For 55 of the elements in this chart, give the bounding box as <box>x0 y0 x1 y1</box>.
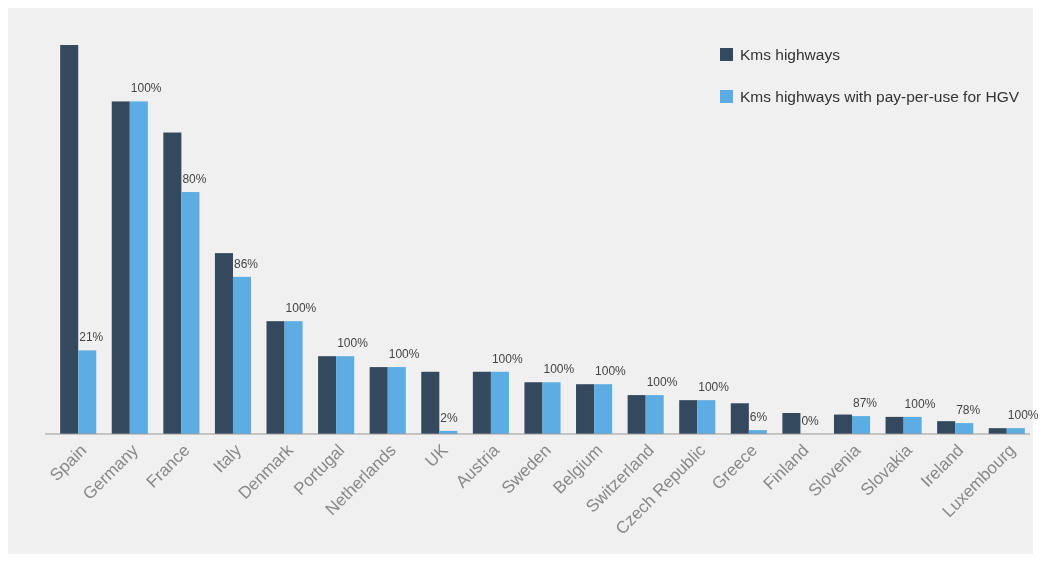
bar <box>645 395 664 434</box>
x-tick-label: UK <box>421 440 452 471</box>
bar <box>697 400 716 434</box>
annotation: 0% <box>801 414 820 428</box>
bar <box>576 384 595 434</box>
annotation: 80% <box>182 172 207 187</box>
bar <box>594 384 613 434</box>
annotation: 100% <box>698 380 730 395</box>
bar <box>421 371 440 434</box>
annotation: 100% <box>543 362 575 377</box>
bar <box>181 192 200 434</box>
bar <box>524 382 543 434</box>
bar <box>490 371 509 434</box>
bar <box>955 423 974 434</box>
bar <box>232 276 252 434</box>
annotation: 21% <box>79 330 104 345</box>
bar <box>679 400 698 434</box>
legend-label: Kms highways <box>740 46 841 63</box>
bar <box>542 382 561 434</box>
annotation: 100% <box>388 347 420 362</box>
bar <box>627 395 646 434</box>
bar <box>266 321 285 434</box>
annotation: 100% <box>130 81 162 96</box>
bar <box>833 414 853 434</box>
bar <box>387 367 406 434</box>
legend-label: Kms highways with pay-per-use for HGV <box>740 88 1020 105</box>
bar <box>369 367 388 434</box>
bar <box>163 132 182 434</box>
bar <box>284 321 303 434</box>
bar <box>111 101 130 434</box>
annotation: 100% <box>337 336 369 351</box>
bar <box>937 421 956 434</box>
bar <box>318 356 337 434</box>
bar <box>214 253 233 434</box>
bar <box>78 350 97 434</box>
bar <box>782 412 801 434</box>
bar <box>885 416 904 434</box>
annotation: 100% <box>491 351 523 366</box>
annotation: 100% <box>1007 408 1039 423</box>
annotation: 86% <box>233 256 259 271</box>
bar <box>129 101 148 434</box>
annotation: 87% <box>853 396 878 411</box>
bar <box>60 45 79 434</box>
annotation: 100% <box>904 396 936 411</box>
bar <box>336 356 355 434</box>
annotation: 6% <box>749 410 768 425</box>
annotation: 78% <box>956 403 981 418</box>
annotation: 100% <box>646 375 678 390</box>
bar <box>730 403 749 434</box>
annotation: 2% <box>440 410 458 425</box>
bar <box>903 416 922 434</box>
bar <box>472 371 491 434</box>
annotation: 100% <box>595 364 627 379</box>
annotation: 100% <box>285 301 317 316</box>
bar <box>852 416 871 434</box>
